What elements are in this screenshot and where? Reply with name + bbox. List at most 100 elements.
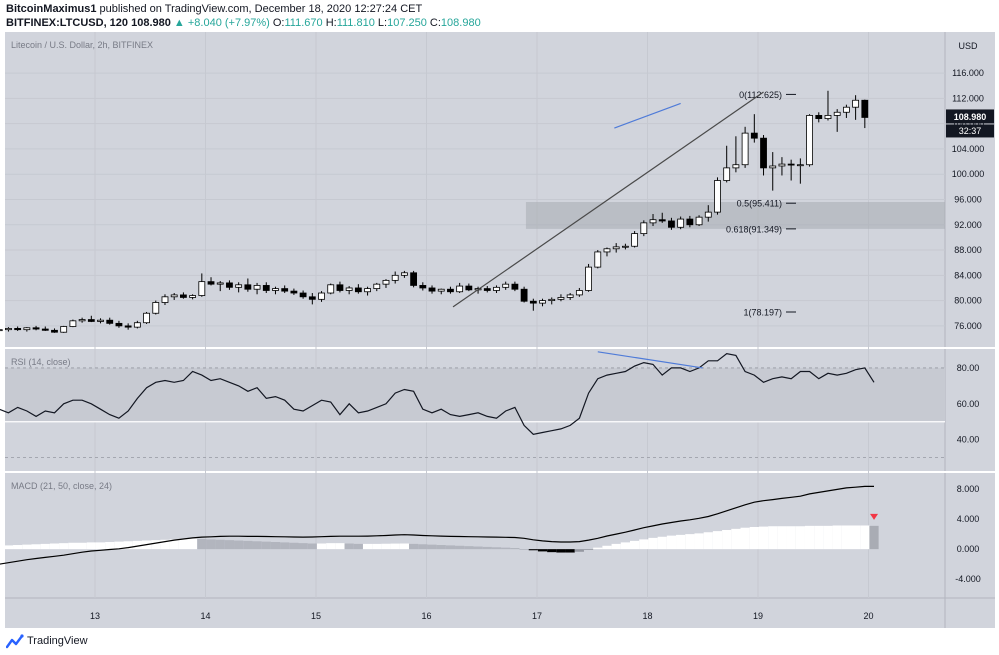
macd-histogram-bar: [105, 542, 115, 550]
low-value: 107.250: [387, 17, 427, 29]
candle-body: [732, 164, 740, 169]
date-tick-label: 16: [421, 611, 431, 621]
rsi-line: [0, 352, 875, 435]
macd-histogram-bar: [740, 527, 750, 550]
drawn-lines[interactable]: [452, 91, 764, 308]
macd-histogram-bar: [362, 543, 373, 550]
macd-histogram-bar: [814, 525, 824, 550]
price-tick-label: 88.000: [954, 245, 982, 255]
close-label: C:: [429, 17, 441, 29]
macd-histogram-bar: [243, 540, 253, 550]
macd-histogram-bar: [399, 543, 410, 550]
macd-histogram-bar: [197, 539, 207, 550]
macd-tick-label: 8.000: [957, 484, 980, 494]
macd-histogram-bar: [583, 549, 594, 550]
candle-body: [69, 320, 77, 327]
candle-body: [318, 292, 325, 300]
candle-body: [631, 233, 639, 247]
candle-body: [760, 137, 767, 169]
last-price-badge-label: 108.980: [954, 112, 987, 122]
macd-histogram-bar: [455, 545, 465, 550]
price-tick-label: 116.000: [952, 68, 984, 78]
candle-body: [806, 115, 813, 166]
author-name[interactable]: BitcoinMaximus1: [6, 3, 97, 15]
candle-body: [612, 246, 620, 250]
candle-body: [106, 319, 114, 324]
candle-body: [833, 111, 841, 116]
rsi-band: [5, 367, 945, 422]
footer: TradingView: [0, 630, 999, 655]
candle-body: [143, 312, 150, 324]
candle-body: [14, 328, 22, 331]
close-value: 108.980: [440, 17, 481, 29]
macd-histogram-bar: [289, 542, 299, 550]
tradingview-logo-icon[interactable]: [6, 634, 24, 650]
macd-histogram-bar: [280, 542, 290, 550]
candle-body: [60, 326, 68, 333]
candle-body: [529, 300, 537, 304]
symbol-line: BITFINEX:LTCUSD, 120 108.980 ▲ +8.040 (+…: [6, 17, 481, 29]
candle-body: [345, 287, 353, 291]
time-scale[interactable]: [5, 598, 995, 628]
macd-histogram-bar: [777, 526, 787, 550]
macd-histogram-bar: [215, 539, 225, 550]
candle-body: [281, 288, 289, 292]
price-tick-label: 92.000: [954, 220, 982, 230]
last-price: 108.980: [131, 17, 171, 29]
publisher-line: BitcoinMaximus1 published on TradingView…: [6, 3, 422, 15]
candle-body: [410, 272, 418, 286]
candle-body: [603, 248, 611, 253]
macd-histogram-bar: [123, 541, 133, 550]
countdown-badge: [946, 124, 994, 138]
candle-body: [244, 284, 252, 290]
candle-body: [336, 284, 344, 291]
tradingview-brand[interactable]: TradingView: [27, 635, 88, 647]
macd-histogram-bar: [0, 546, 4, 550]
candle-body: [622, 245, 629, 248]
price-chart[interactable]: 0(112.625) 0.5(95.411) 0.618(91.349) 1(78.1…: [0, 32, 999, 630]
fib-level-label: 0.5(95.411): [737, 199, 782, 209]
candle-body: [51, 329, 58, 333]
date-tick-label: 17: [532, 611, 542, 621]
candle-body: [437, 288, 445, 292]
candle-body: [594, 251, 602, 268]
candle-body: [170, 294, 178, 298]
candle-body: [585, 266, 592, 291]
macd-histogram-bar: [565, 549, 575, 553]
macd-histogram-bar: [326, 543, 336, 550]
macd-histogram-bar: [804, 525, 815, 550]
candle-body: [815, 115, 823, 119]
macd-histogram-bar: [547, 549, 557, 553]
fib-level-label: 0.618(91.349): [726, 224, 782, 234]
macd-histogram-bar: [685, 534, 695, 550]
candle-body: [354, 287, 362, 293]
candle-body: [253, 285, 261, 290]
published-text: published on TradingView.com, December 1…: [99, 3, 423, 15]
fib-retracement[interactable]: 0(112.625) 0.5(95.411) 0.618(91.349) 1(78.1…: [726, 90, 796, 318]
macd-histogram-bar: [31, 544, 41, 550]
candle-body: [152, 302, 160, 314]
candle-body: [511, 283, 519, 290]
macd-histogram-bar: [188, 538, 198, 550]
macd-histogram-bar: [731, 528, 741, 550]
macd-histogram-bar: [703, 532, 713, 550]
macd-histogram-bar: [59, 543, 69, 550]
candle-body: [97, 319, 104, 322]
candle-body: [5, 328, 12, 331]
macd-histogram-bar: [473, 546, 483, 550]
pane-titles: Litecoin / U.S. Dollar, 2h, BITFINEX RSI …: [11, 40, 153, 491]
macd-histogram-bar: [86, 542, 96, 550]
macd-histogram-bar: [832, 525, 842, 550]
macd-histogram-bar: [409, 543, 419, 550]
fib-level-label: 1(78.197): [743, 307, 782, 317]
price-tick-label: 100.000: [952, 169, 985, 179]
candle-body: [179, 294, 187, 298]
date-tick-label: 18: [642, 611, 652, 621]
candle-body: [299, 292, 307, 298]
macd-histogram-bar: [722, 529, 732, 550]
candle-body: [520, 288, 528, 302]
macd-histogram-bar: [630, 540, 640, 550]
macd-histogram-bar: [390, 543, 400, 550]
candle-body: [677, 218, 685, 228]
macd-tick-label: 0.000: [957, 544, 980, 554]
